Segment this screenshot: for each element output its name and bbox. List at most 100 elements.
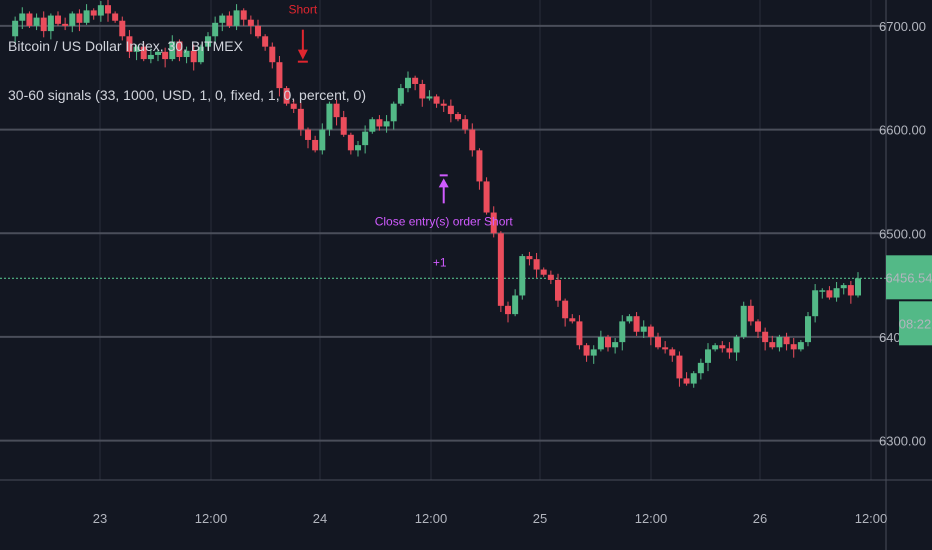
candle-body	[633, 316, 640, 332]
candle-body	[797, 342, 804, 350]
candle-body	[419, 83, 426, 99]
candle-body	[747, 305, 754, 322]
candle-body	[312, 139, 319, 151]
candle-body	[255, 25, 261, 37]
candle-body	[33, 17, 40, 26]
candle-body	[583, 345, 590, 356]
candle-body	[655, 336, 661, 348]
candle-body	[712, 345, 719, 350]
candle-body	[247, 19, 254, 26]
candle-body	[805, 316, 811, 343]
candle-body	[233, 10, 240, 26]
candle-body	[740, 305, 747, 337]
candle-body	[647, 326, 654, 337]
candle-body	[355, 145, 361, 151]
price-tick-label: 6600.00	[879, 123, 926, 138]
candle-body	[726, 348, 733, 353]
candle-body	[126, 36, 133, 52]
candle-body	[205, 36, 211, 47]
candle-body	[397, 88, 404, 104]
candle-body	[133, 46, 140, 52]
price-badges: 6456.54 08:22	[886, 255, 932, 346]
time-tick-label: 12:00	[415, 511, 448, 526]
candle-body	[455, 114, 461, 120]
candle-body	[155, 51, 161, 55]
candle-body	[590, 349, 597, 356]
last-price-value: 6456.54	[886, 270, 932, 285]
last-price-badge	[886, 255, 932, 300]
candle-body	[340, 117, 347, 135]
candle-body	[697, 362, 704, 374]
candle-body	[55, 15, 61, 24]
candle-body	[105, 5, 111, 14]
candle-body	[812, 290, 819, 317]
candle-body	[219, 15, 226, 23]
candle-body	[497, 233, 504, 306]
candle-body	[619, 321, 626, 343]
candle-body	[426, 96, 433, 99]
candle-body	[440, 103, 447, 106]
time-axis[interactable]: 23 12:00 24 12:00 25 12:00 26 12:00	[93, 511, 888, 526]
candle-body	[262, 36, 269, 47]
candle-body	[326, 103, 333, 130]
candle-body	[840, 285, 847, 289]
indicator-legend[interactable]: 30-60 signals (33, 1000, USD, 1, 0, fixe…	[8, 87, 366, 103]
candle-series	[12, 0, 861, 388]
candle-body	[540, 269, 547, 275]
candle-body	[626, 316, 633, 322]
candle-body	[297, 108, 304, 130]
time-tick-label: 12:00	[195, 511, 228, 526]
candle-body	[512, 295, 519, 315]
candle-body	[347, 134, 354, 151]
candle-body	[12, 20, 19, 37]
countdown-badge	[899, 301, 932, 346]
candle-body	[569, 318, 576, 322]
candle-body	[40, 17, 47, 32]
candle-body	[197, 46, 204, 63]
candle-body	[83, 10, 90, 23]
candle-body	[462, 119, 469, 130]
price-tick-label: 6300.00	[879, 434, 926, 449]
candle-body	[369, 119, 376, 132]
candle-body	[97, 5, 104, 16]
candle-body	[769, 342, 776, 348]
candle-body	[605, 336, 611, 348]
time-tick-label: 23	[93, 511, 107, 526]
candle-body	[433, 96, 440, 104]
candle-body	[290, 103, 297, 109]
candle-body	[669, 349, 676, 356]
candle-body	[847, 285, 854, 296]
candle-body	[176, 41, 183, 58]
candle-body	[76, 13, 83, 23]
candle-body	[240, 10, 247, 20]
candle-body	[276, 62, 283, 89]
candle-body	[490, 212, 497, 234]
candle-body	[533, 259, 540, 270]
candle-body	[26, 13, 33, 26]
signal-markers: Short Close entry(s) order Short +1	[289, 3, 514, 270]
candle-body	[62, 23, 69, 26]
candle-body	[547, 274, 554, 280]
candle-body	[762, 331, 769, 343]
candle-body	[790, 344, 797, 350]
candle-body	[383, 121, 390, 127]
symbol-title[interactable]: Bitcoin / US Dollar Index, 30, BITMEX	[8, 38, 243, 54]
candle-body	[447, 105, 454, 115]
candle-body	[390, 103, 397, 122]
candle-body	[140, 46, 147, 60]
time-tick-label: 12:00	[855, 511, 888, 526]
candle-body	[855, 278, 861, 296]
candle-body	[376, 119, 383, 127]
candle-body	[119, 20, 126, 37]
candle-body	[662, 347, 669, 350]
candle-body	[683, 378, 690, 384]
candle-body	[319, 129, 326, 151]
candle-body	[283, 88, 290, 104]
candle-body	[576, 321, 583, 346]
candle-body	[483, 181, 490, 213]
candle-body	[597, 336, 604, 350]
candle-body	[783, 336, 790, 345]
price-tick-label: 6700.00	[879, 19, 926, 34]
